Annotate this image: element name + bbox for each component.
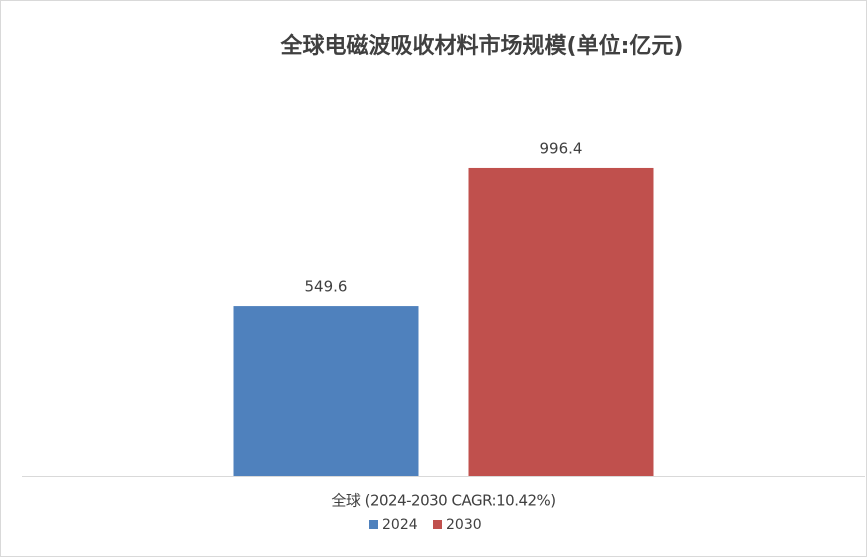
data-label: 549.6: [305, 278, 348, 296]
data-label: 996.4: [540, 139, 583, 157]
legend-swatch: [369, 520, 378, 529]
chart-title: 全球电磁波吸收材料市场规模(单位:亿元): [280, 33, 684, 59]
x-tick-label: 全球 (2024-2030 CAGR:10.42%): [331, 492, 555, 510]
legend-label: 2030: [446, 517, 482, 533]
legend-label: 2024: [382, 517, 418, 533]
bar: [233, 306, 419, 476]
legend-swatch: [433, 520, 442, 529]
bar: [468, 167, 654, 476]
